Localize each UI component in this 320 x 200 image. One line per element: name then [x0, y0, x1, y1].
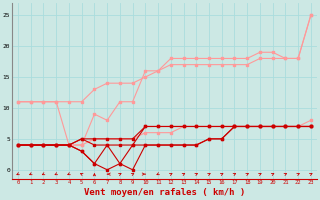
X-axis label: Vent moyen/en rafales ( km/h ): Vent moyen/en rafales ( km/h ) [84, 188, 245, 197]
